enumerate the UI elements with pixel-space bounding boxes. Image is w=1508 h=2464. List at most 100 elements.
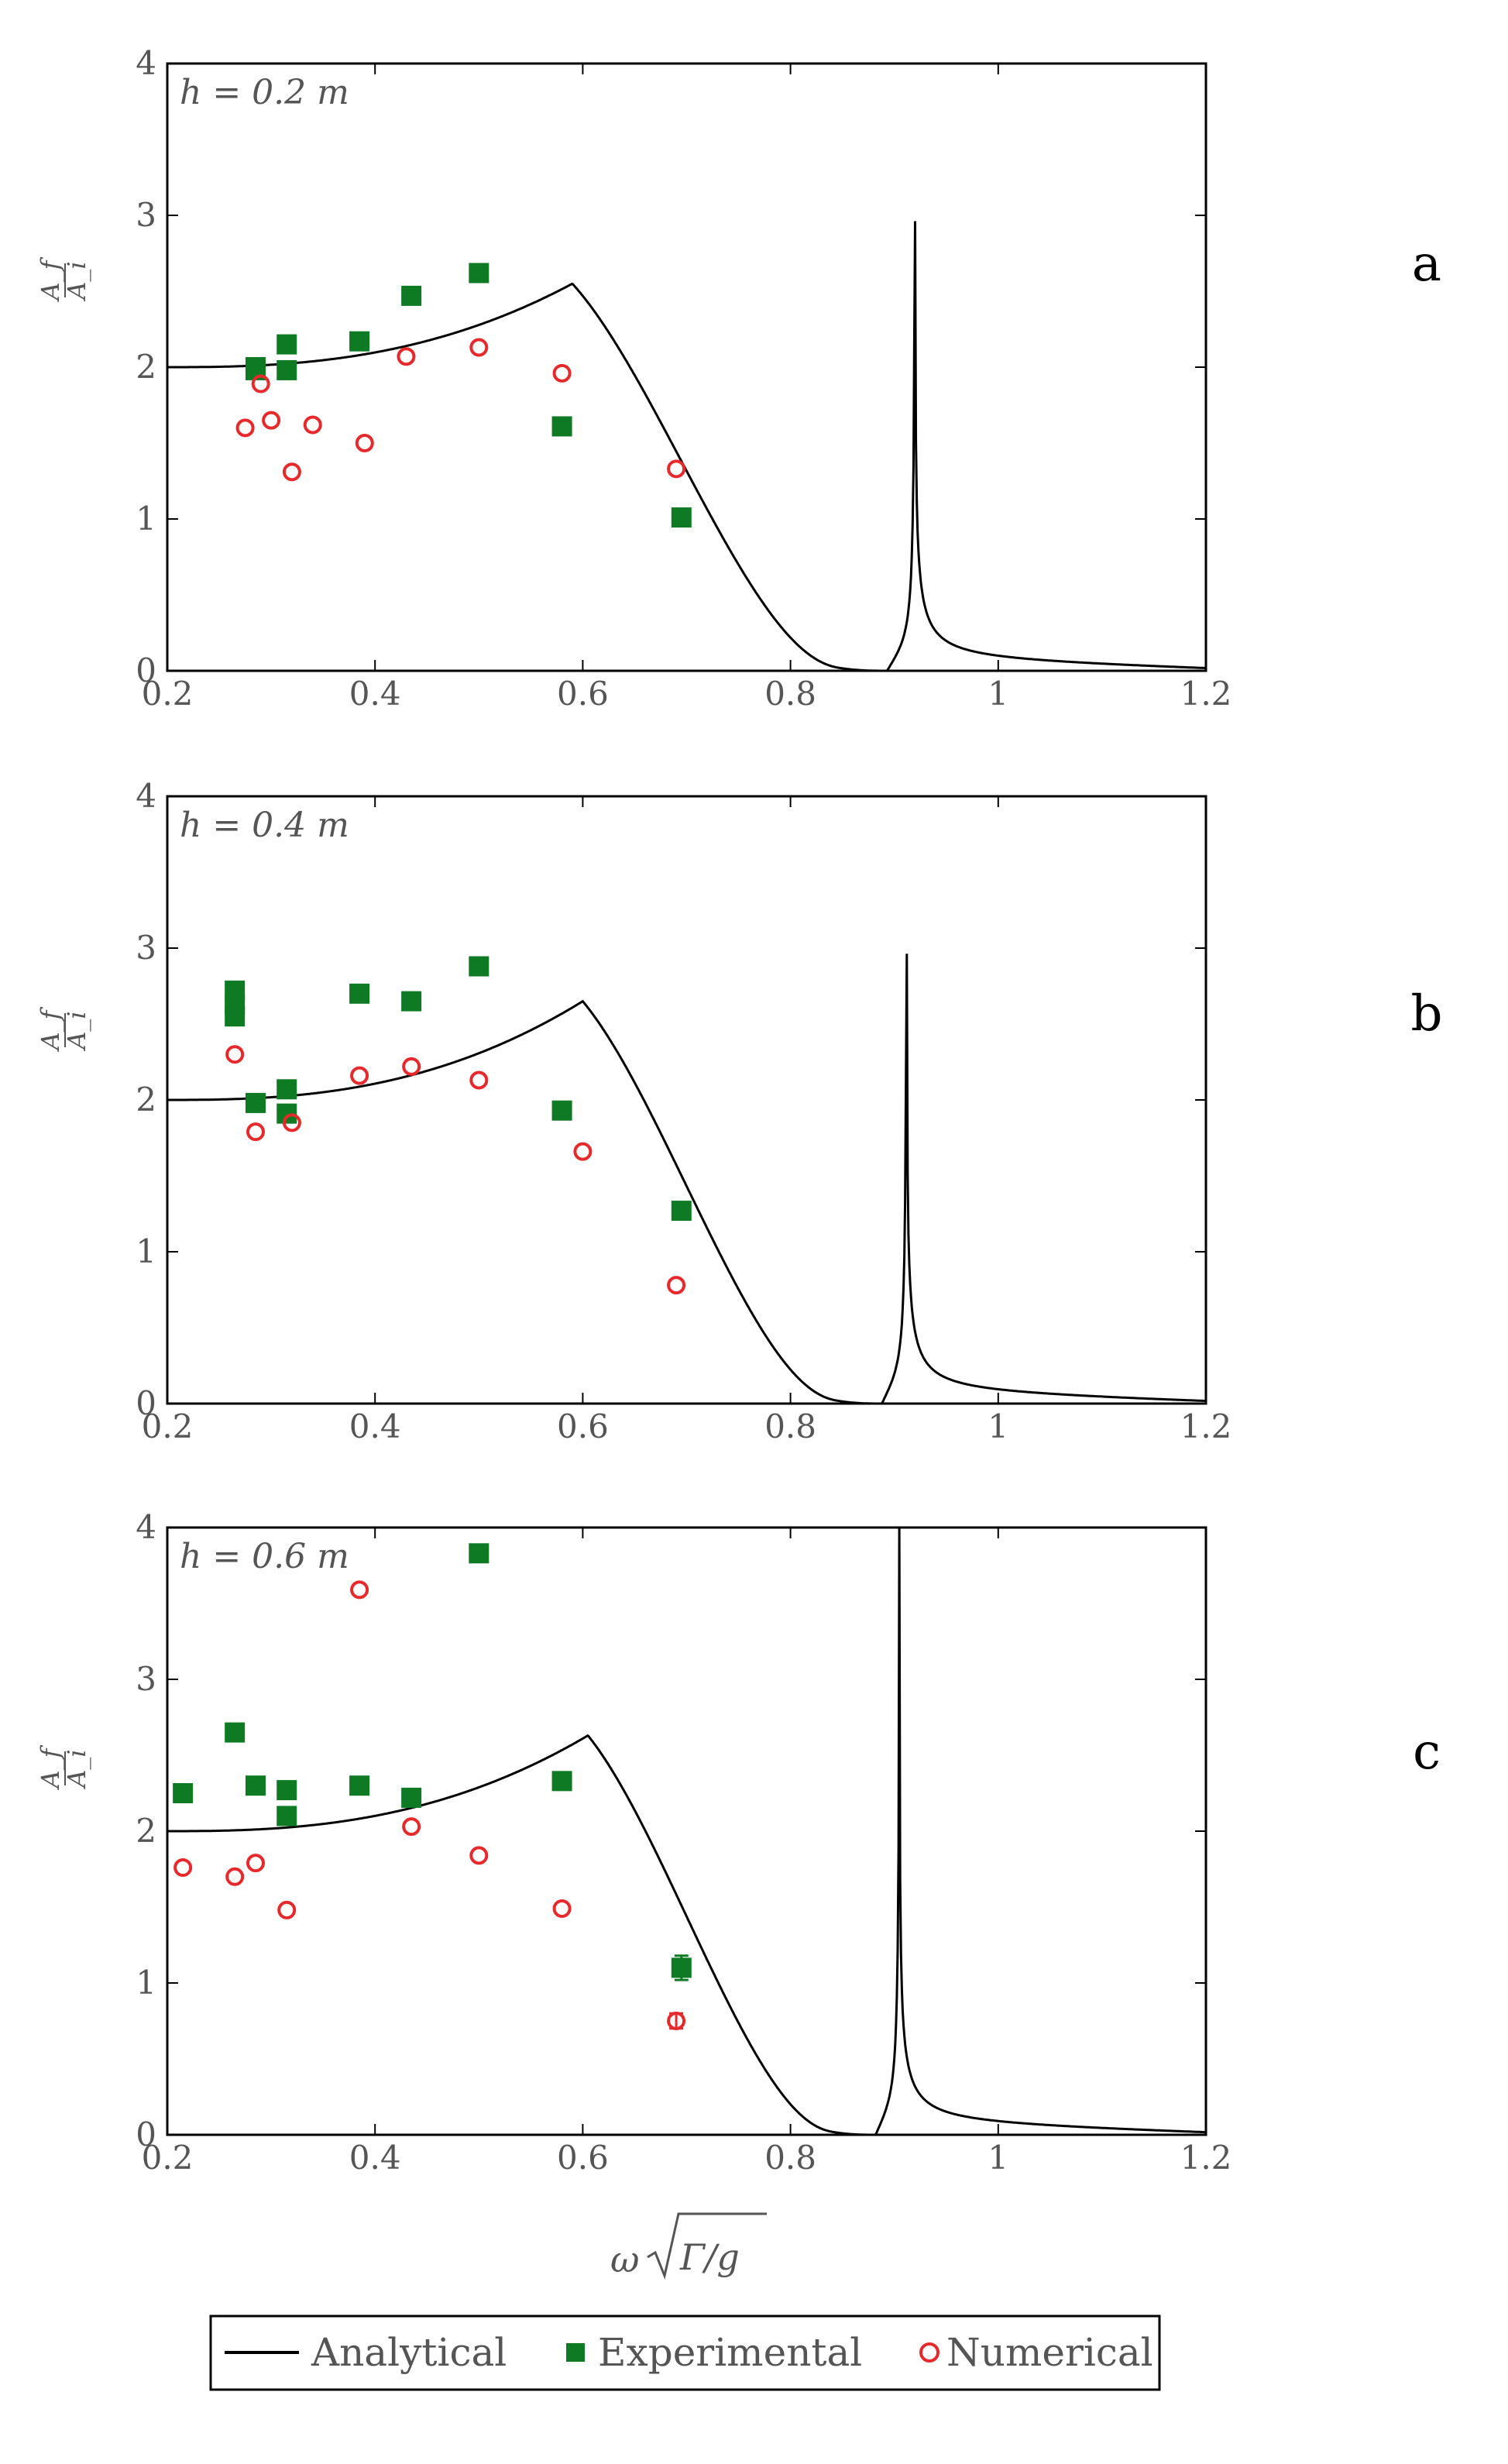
panel-letter: a (1412, 235, 1441, 293)
x-tick-label: 0.8 (764, 675, 816, 713)
y-tick-label: 0 (136, 651, 156, 689)
panel-c: 0.2 0.4 0.6 0.8 1 1.2 0 1 2 3 4 A_fA_i h = 0.6 m c (36, 1508, 1441, 2177)
y-axis-label: A_fA_i (36, 256, 91, 302)
experimental-point (245, 1775, 266, 1796)
x-tick-label: 1 (988, 1407, 1008, 1445)
numerical-point (552, 1899, 572, 1918)
y-tick-label: 4 (136, 44, 156, 82)
x-tick-label: 0.4 (349, 675, 401, 713)
x-tick-label: 0.2 (142, 1407, 194, 1445)
x-tick-label: 0.8 (764, 1407, 816, 1445)
legend-square-icon (566, 2343, 585, 2362)
y-axis-label: A_fA_i (36, 1006, 91, 1052)
x-tick-label: 0.6 (557, 1407, 609, 1445)
numerical-point (573, 1142, 593, 1161)
experimental-point (245, 1092, 266, 1113)
sqrt-symbol (647, 2212, 767, 2280)
x-tick-label: 0.2 (142, 2139, 194, 2177)
numerical-point (303, 415, 322, 435)
y-tick-label: 2 (136, 1081, 156, 1119)
experimental-point (349, 331, 370, 352)
legend-numerical: Numerical (946, 2330, 1153, 2375)
experimental-point (401, 991, 422, 1012)
numerical-point (469, 338, 489, 357)
numerical-point (397, 347, 416, 366)
analytical-curve (167, 954, 1206, 1404)
legend-box (209, 2315, 1161, 2391)
experimental-point (551, 1100, 572, 1121)
numerical-point (350, 1066, 369, 1085)
x-tick-label: 1.2 (1180, 1407, 1232, 1445)
y-tick-label: 2 (136, 1812, 156, 1850)
analytical-curve (167, 1528, 1206, 2135)
y-axis-label: A_fA_i (36, 1744, 91, 1790)
y-tick-label: 0 (136, 2115, 156, 2153)
experimental-point (277, 1780, 297, 1801)
panel-letter: b (1411, 985, 1443, 1043)
analytical-curve (167, 221, 1206, 671)
numerical-point (282, 1113, 301, 1132)
plot-frame (166, 62, 1207, 672)
numerical-point (667, 2012, 686, 2030)
y-tick-label: 3 (136, 1660, 156, 1698)
numerical-point (251, 374, 270, 393)
numerical-point (277, 1900, 297, 1919)
numerical-point (552, 363, 572, 383)
x-tick-label: 0.4 (349, 1407, 401, 1445)
panel-letter: c (1413, 1723, 1441, 1781)
experimental-point (671, 507, 692, 528)
numerical-point (225, 1045, 245, 1064)
x-tick-label: 1.2 (1180, 675, 1232, 713)
panel-annotation: h = 0.2 m (180, 73, 349, 112)
numerical-point (469, 1846, 489, 1865)
experimental-point (349, 983, 370, 1004)
y-tick-label: 1 (136, 500, 156, 538)
numerical-point (667, 459, 686, 479)
experimental-point (401, 1787, 422, 1808)
y-axis-label-numerator: A_f (36, 1006, 65, 1052)
y-tick-label: 3 (136, 929, 156, 967)
experimental-point (277, 1079, 297, 1100)
experimental-point (245, 357, 266, 377)
x-tick-label: 0.8 (764, 2139, 816, 2177)
experimental-point (173, 1783, 194, 1803)
y-axis-label-denominator: A_i (62, 1011, 91, 1051)
y-tick-label: 4 (136, 777, 156, 815)
plot-frame (166, 795, 1207, 1405)
experimental-point (225, 1006, 246, 1027)
numerical-point (282, 462, 301, 482)
experimental-point (277, 1103, 297, 1124)
experimental-point (551, 416, 572, 437)
y-axis-label-numerator: A_f (36, 1744, 65, 1790)
y-tick-label: 0 (136, 1384, 156, 1422)
legend: Analytical Experimental Numerical (209, 2315, 1161, 2391)
experimental-point (671, 1201, 692, 1222)
x-tick-label: 0.6 (557, 675, 609, 713)
experimental-point (349, 1775, 370, 1796)
panel-annotation: h = 0.4 m (180, 806, 349, 845)
experimental-point (469, 263, 489, 284)
x-axis-label: ω Γ/g (610, 2212, 767, 2280)
legend-analytical: Analytical (311, 2330, 507, 2375)
experimental-point (469, 1543, 489, 1564)
x-axis-label-omega: ω (610, 2239, 640, 2280)
panel-annotation: h = 0.6 m (180, 1537, 349, 1576)
legend-circle-icon (919, 2342, 939, 2363)
experimental-point (469, 956, 489, 977)
experimental-point (277, 334, 297, 355)
experimental-point (225, 1722, 246, 1743)
y-axis-label-numerator: A_f (36, 256, 65, 302)
x-tick-label: 1.2 (1180, 2139, 1232, 2177)
x-tick-label: 0.6 (557, 2139, 609, 2177)
y-tick-label: 1 (136, 1232, 156, 1270)
x-tick-label: 0.4 (349, 2139, 401, 2177)
numerical-point (225, 1867, 245, 1886)
y-tick-label: 4 (136, 1508, 156, 1546)
numerical-point (469, 1070, 489, 1090)
y-axis-label-denominator: A_i (62, 261, 91, 301)
experimental-point (401, 285, 422, 306)
experimental-point (551, 1771, 572, 1792)
numerical-point (402, 1057, 421, 1076)
